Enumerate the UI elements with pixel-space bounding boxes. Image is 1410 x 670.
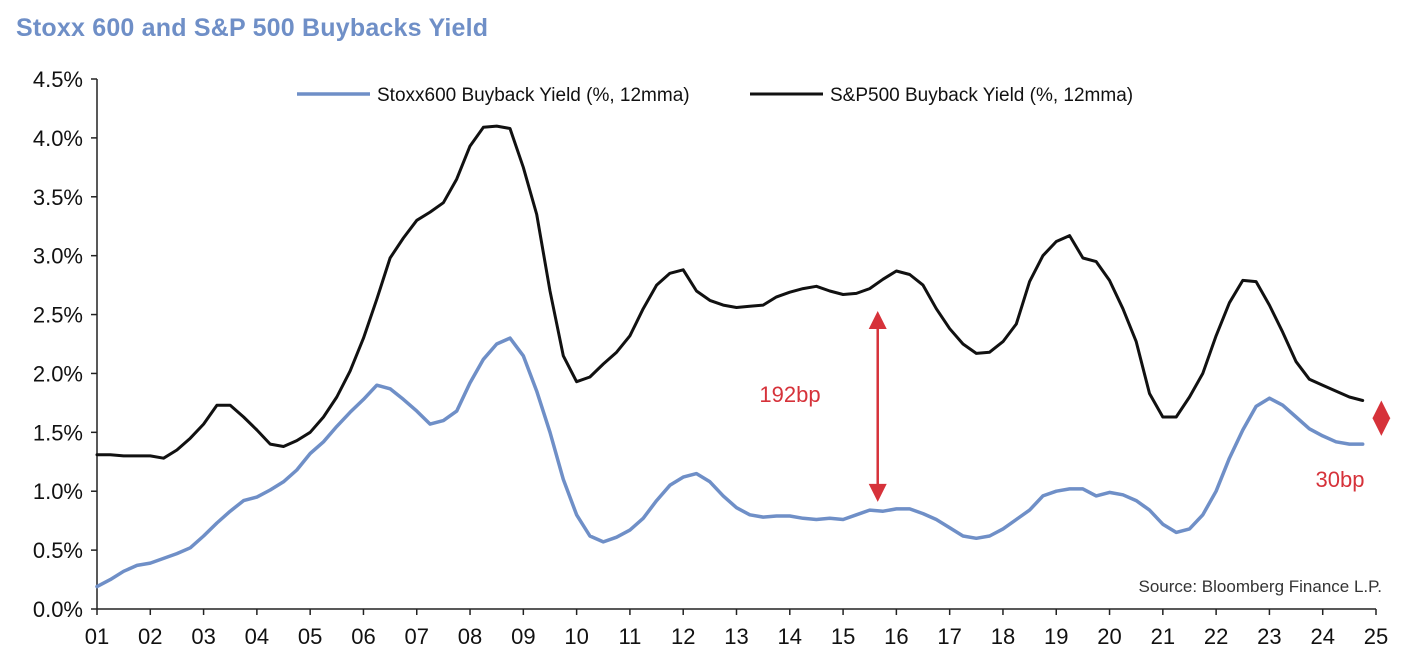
- y-tick-label: 4.5%: [33, 67, 83, 92]
- x-tick-label: 12: [671, 624, 695, 649]
- x-tick-label: 08: [458, 624, 482, 649]
- series-layer: [95, 124, 1365, 589]
- y-tick-label: 1.0%: [33, 479, 83, 504]
- x-tick-label: 04: [245, 624, 269, 649]
- y-tick-label: 2.0%: [33, 361, 83, 386]
- legend: Stoxx600 Buyback Yield (%, 12mma) S&P500 …: [297, 85, 1133, 106]
- x-tick-label: 21: [1151, 624, 1175, 649]
- annotation-arrow-head-down: [1372, 417, 1391, 436]
- x-tick-label: 03: [191, 624, 215, 649]
- annotation-arrow-head-up: [1372, 400, 1391, 419]
- x-tick-label: 23: [1257, 624, 1281, 649]
- y-tick-label: 2.5%: [33, 303, 83, 328]
- stoxx600-series-line: [95, 336, 1365, 589]
- annotation-label: 192bp: [759, 382, 820, 407]
- x-tick-label: 09: [511, 624, 535, 649]
- source-label: Source: Bloomberg Finance L.P.: [1139, 577, 1383, 596]
- x-tick-label: 05: [298, 624, 322, 649]
- axes: 0.0% 0.5% 1.0% 1.5% 2.0% 2.5% 3.0% 3.5% 4.0% 4.5%…: [33, 67, 1388, 649]
- x-tick-label: 06: [351, 624, 375, 649]
- sp500-series-line: [95, 124, 1365, 460]
- x-tick-label: 24: [1310, 624, 1334, 649]
- legend-label: Stoxx600 Buyback Yield (%, 12mma): [377, 85, 690, 106]
- x-tick-label: 22: [1204, 624, 1228, 649]
- x-tick-label: 13: [724, 624, 748, 649]
- annotation-layer: 192bp 30bp: [759, 311, 1391, 502]
- x-tick-label: 20: [1097, 624, 1121, 649]
- x-tick-label: 10: [564, 624, 588, 649]
- x-tick-label: 16: [884, 624, 908, 649]
- annotation-arrow-head-up: [868, 311, 887, 330]
- x-tick-label: 15: [831, 624, 855, 649]
- annotation-arrow-head-down: [868, 483, 887, 502]
- x-tick-label: 19: [1044, 624, 1068, 649]
- x-tick-label: 02: [138, 624, 162, 649]
- y-tick-label: 0.5%: [33, 538, 83, 563]
- y-tick-label: 3.0%: [33, 244, 83, 269]
- y-tick-label: 0.0%: [33, 597, 83, 622]
- x-tick-label: 07: [405, 624, 429, 649]
- x-tick-label: 17: [937, 624, 961, 649]
- x-tick-label: 18: [991, 624, 1015, 649]
- annotation-label: 30bp: [1316, 467, 1365, 492]
- y-tick-label: 4.0%: [33, 126, 83, 151]
- x-tick-label: 14: [778, 624, 802, 649]
- x-tick-label: 11: [618, 624, 641, 649]
- legend-label: S&P500 Buyback Yield (%, 12mma): [830, 85, 1133, 106]
- x-tick-label: 01: [85, 624, 109, 649]
- y-tick-label: 1.5%: [33, 420, 83, 445]
- chart-title: Stoxx 600 and S&P 500 Buybacks Yield: [16, 14, 489, 42]
- y-tick-label: 3.5%: [33, 185, 83, 210]
- x-tick-label: 25: [1364, 624, 1388, 649]
